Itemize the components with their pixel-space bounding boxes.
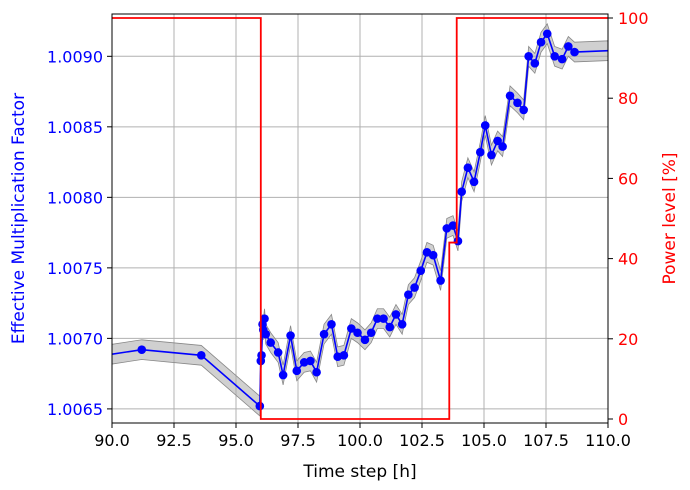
keff-point-32 xyxy=(410,283,419,292)
y-left-axis-label: Effective Multiplication Factor xyxy=(9,93,29,344)
keff-point-27 xyxy=(379,314,388,323)
keff-point-47 xyxy=(498,142,507,151)
keff-point-41 xyxy=(463,163,473,173)
y-right-tick-label-2: 40 xyxy=(618,250,638,269)
keff-point-28 xyxy=(385,322,395,332)
keff-point-8 xyxy=(260,314,269,323)
y-right-tick-label-4: 80 xyxy=(618,89,638,108)
keff-point-48 xyxy=(505,91,515,101)
keff-point-14 xyxy=(292,366,302,376)
x-axis-label: Time step [h] xyxy=(302,462,416,482)
keff-point-35 xyxy=(428,250,438,260)
keff-point-21 xyxy=(339,351,349,360)
keff-point-25 xyxy=(366,328,376,338)
keff-point-10 xyxy=(266,338,276,347)
y-left-tick-label-2: 1.0075 xyxy=(47,259,103,278)
grid-lines xyxy=(111,14,609,423)
y-left-tick-label-3: 1.0080 xyxy=(47,188,103,207)
keff-point-39 xyxy=(453,236,463,246)
keff-point-38 xyxy=(448,221,458,230)
keff-point-56 xyxy=(557,54,567,64)
keff-point-53 xyxy=(536,37,546,47)
keff-point-16 xyxy=(306,356,315,366)
x-tick-label-8: 110.0 xyxy=(585,431,631,450)
keff-point-1 xyxy=(137,345,147,354)
keff-point-36 xyxy=(436,276,445,285)
y-right-axis-label: Power level [%] xyxy=(660,152,680,284)
keff-point-45 xyxy=(487,150,496,160)
keff-point-24 xyxy=(360,335,370,345)
x-tick-label-7: 107.5 xyxy=(523,431,569,450)
y-left-tick-label-5: 1.0090 xyxy=(47,47,103,66)
keff-point-49 xyxy=(513,98,522,108)
y-right-tick-label-1: 20 xyxy=(618,330,638,349)
y-right-axis-ticks: 0 20 40 60 80 100 xyxy=(608,9,649,429)
x-tick-label-2: 95.0 xyxy=(218,431,254,450)
x-tick-label-1: 92.5 xyxy=(156,431,192,450)
x-tick-label-3: 97.5 xyxy=(280,431,316,450)
keff-point-30 xyxy=(397,319,407,329)
keff-point-26 xyxy=(373,314,382,323)
keff-point-58 xyxy=(570,47,579,57)
power-series-line xyxy=(112,17,608,420)
x-tick-label-6: 105.0 xyxy=(461,431,507,450)
keff-point-50 xyxy=(519,105,528,115)
keff-point-17 xyxy=(312,367,321,377)
keff-point-57 xyxy=(564,42,573,51)
y-left-axis-ticks: 1.0065 1.0070 1.0075 1.0080 1.0085 1.0090 xyxy=(47,47,112,419)
keff-point-46 xyxy=(493,136,502,146)
x-tick-label-4: 100.0 xyxy=(337,431,383,450)
keff-point-44 xyxy=(480,121,490,130)
keff-point-55 xyxy=(550,52,559,61)
keff-point-18 xyxy=(319,329,329,339)
keff-point-31 xyxy=(404,290,413,299)
keff-point-2 xyxy=(196,351,206,360)
keff-uncertainty-band xyxy=(112,23,608,417)
keff-point-52 xyxy=(530,59,540,68)
keff-point-23 xyxy=(353,328,362,338)
y-right-tick-label-5: 100 xyxy=(618,9,649,28)
y-right-tick-label-0: 0 xyxy=(618,410,628,429)
y-right-tick-label-3: 60 xyxy=(618,169,638,188)
keff-point-19 xyxy=(327,319,336,329)
keff-point-22 xyxy=(347,324,356,333)
keff-point-40 xyxy=(457,187,466,196)
keff-point-29 xyxy=(391,310,401,319)
x-tick-label-0: 90.0 xyxy=(94,431,130,450)
keff-point-3 xyxy=(255,401,265,411)
keff-point-43 xyxy=(475,147,485,157)
x-axis-ticks: 90.0 92.5 95.0 97.5 100.0 102.5 105.0 107.5 110.… xyxy=(94,423,631,450)
y-left-tick-label-4: 1.0085 xyxy=(47,118,103,137)
keff-point-11 xyxy=(273,348,283,357)
keff-series-points xyxy=(137,29,579,411)
x-tick-label-5: 102.5 xyxy=(399,431,445,450)
keff-point-42 xyxy=(469,177,479,187)
keff-point-33 xyxy=(416,266,426,275)
keff-point-12 xyxy=(278,370,288,380)
keff-point-51 xyxy=(524,52,533,61)
keff-point-54 xyxy=(542,29,552,39)
keff-point-9 xyxy=(261,329,271,339)
y-left-tick-label-1: 1.0070 xyxy=(47,329,103,348)
keff-point-13 xyxy=(286,331,295,340)
y-left-tick-label-0: 1.0065 xyxy=(47,400,103,419)
